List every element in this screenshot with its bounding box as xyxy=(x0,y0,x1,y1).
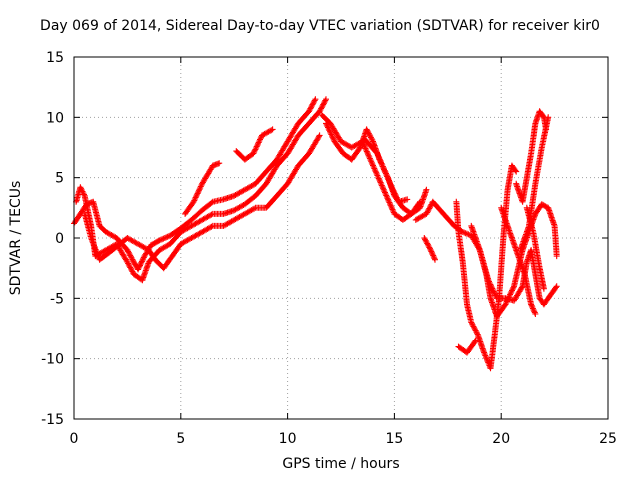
x-tick-label: 5 xyxy=(176,431,185,447)
series-arc-3 xyxy=(81,132,323,272)
series-arc-2 xyxy=(73,96,329,284)
data-point-markers xyxy=(361,136,411,205)
grid xyxy=(74,57,608,419)
x-tick-label: 25 xyxy=(599,431,617,447)
x-tick-label: 20 xyxy=(492,431,510,447)
data-point-markers xyxy=(453,162,520,372)
data-point-markers xyxy=(421,235,438,263)
y-tick-label: -10 xyxy=(41,352,64,368)
chart-title: Day 069 of 2014, Sidereal Day-to-day VTE… xyxy=(40,18,600,34)
series-arc-14 xyxy=(498,204,539,317)
series-arc-10 xyxy=(421,235,438,263)
series-arc-8 xyxy=(361,136,411,205)
data-point-markers xyxy=(81,132,323,272)
data-point-markers xyxy=(498,204,539,317)
series-arc-12 xyxy=(455,337,479,356)
series-arc-5 xyxy=(233,126,276,163)
x-tick-label: 15 xyxy=(385,431,403,447)
series-arc-1 xyxy=(71,96,319,273)
data-point-markers xyxy=(71,96,319,273)
series-arc-11 xyxy=(453,162,520,372)
series-arc-4 xyxy=(182,160,223,217)
x-tick-label: 0 xyxy=(70,431,79,447)
series-arc-17 xyxy=(517,114,552,254)
y-tick-label: -15 xyxy=(41,412,64,428)
series-arc-13 xyxy=(468,222,560,308)
data-point-markers xyxy=(73,96,329,284)
data-point-markers xyxy=(318,111,423,223)
x-tick-label: 10 xyxy=(279,431,297,447)
y-tick-label: 5 xyxy=(55,171,64,187)
data-point-markers xyxy=(455,337,479,356)
series-arc-15 xyxy=(513,108,550,205)
y-tick-label: 0 xyxy=(55,231,64,247)
y-tick-label: -5 xyxy=(50,291,64,307)
series-arc-7 xyxy=(318,111,423,223)
y-tick-label: 15 xyxy=(46,50,64,66)
data-point-markers xyxy=(182,160,223,217)
x-axis-label: GPS time / hours xyxy=(282,456,400,472)
data-point-markers xyxy=(513,108,550,205)
data-point-markers xyxy=(517,114,552,254)
y-tick-label: 10 xyxy=(46,110,64,126)
data-markers xyxy=(71,96,560,372)
data-point-markers xyxy=(468,222,560,308)
data-point-markers xyxy=(233,126,276,163)
axis-ticks: 0 5 10 15 20 25 -15 -10 -5 0 5 10 15 xyxy=(41,50,617,447)
